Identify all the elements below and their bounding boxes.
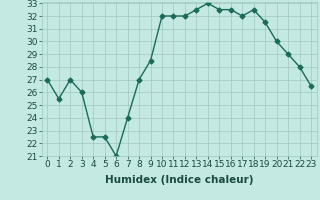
X-axis label: Humidex (Indice chaleur): Humidex (Indice chaleur) <box>105 175 253 185</box>
